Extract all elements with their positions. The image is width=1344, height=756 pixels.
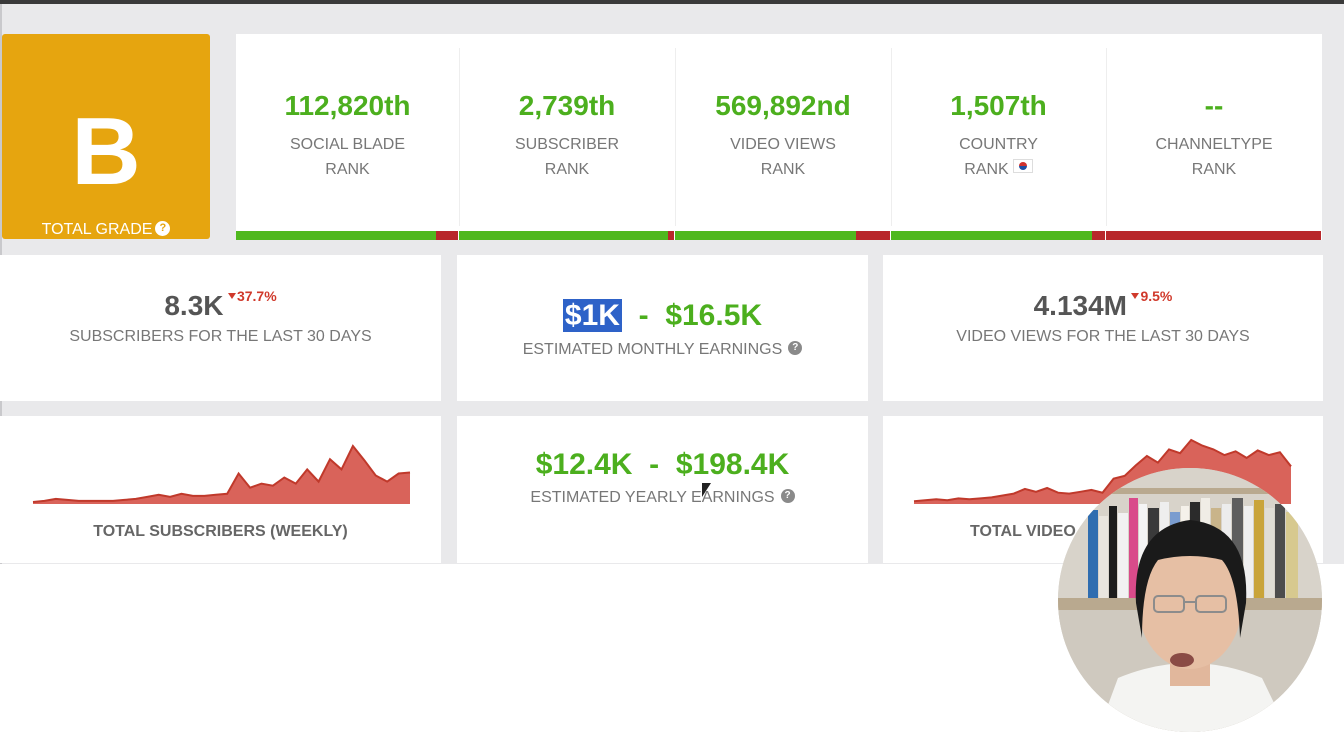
rank-label-line1: COUNTRY xyxy=(959,136,1038,153)
rank-video-views: 569,892nd VIDEO VIEWS RANK xyxy=(675,34,891,240)
views-30d-value: 4.134M xyxy=(1033,290,1128,321)
views-30d-stat: 4.134M 9.5% xyxy=(883,288,1323,322)
sparkline-line xyxy=(913,438,1292,503)
rank-label-line2: RANK xyxy=(325,161,370,178)
yearly-earnings-range[interactable]: $12.4K - $198.4K xyxy=(457,448,868,482)
mouse-cursor-icon xyxy=(702,483,711,497)
sparkline-line xyxy=(32,444,411,503)
rank-label: SOCIAL BLADE RANK xyxy=(236,132,459,182)
rank-label-line1: VIDEO VIEWS xyxy=(730,136,836,153)
grade-label-text: TOTAL GRADE xyxy=(41,221,153,238)
total-grade-card: B TOTAL GRADE? xyxy=(2,34,210,239)
subscribers-chart-title: TOTAL SUBSCRIBERS (WEEKLY) xyxy=(93,523,348,540)
grade-label: TOTAL GRADE? xyxy=(2,221,210,239)
rank-progress-bar xyxy=(236,231,458,240)
rank-social-blade: 112,820th SOCIAL BLADE RANK xyxy=(236,34,459,240)
subscribers-chart-card: TOTAL SUBSCRIBERS (WEEKLY) xyxy=(0,416,441,563)
rank-channeltype: -- CHANNELTYPE RANK xyxy=(1106,34,1322,240)
rank-bar-green xyxy=(459,231,668,240)
rank-value: 2,739th xyxy=(518,90,616,121)
rank-bar-red xyxy=(435,231,458,240)
monthly-earnings-card: $1K - $16.5K ESTIMATED MONTHLY EARNINGS? xyxy=(457,255,868,401)
subscribers-30d-stat: 8.3K 37.7% xyxy=(0,288,441,322)
subscribers-30d-value: 8.3K xyxy=(164,290,224,321)
monthly-earnings-high[interactable]: $16.5K xyxy=(665,299,763,332)
views-30d-change: 9.5% xyxy=(1131,288,1172,304)
triangle-down-icon xyxy=(1131,293,1140,299)
rank-label: COUNTRY RANK xyxy=(891,132,1106,182)
rank-progress-bar xyxy=(1106,231,1321,240)
rank-label-line2: RANK xyxy=(964,161,1009,178)
rank-label: VIDEO VIEWS RANK xyxy=(675,132,891,182)
rank-panel: 112,820th SOCIAL BLADE RANK 2,739th SUBS… xyxy=(236,34,1322,240)
subscribers-30d-change: 37.7% xyxy=(227,288,277,304)
monthly-earnings-range[interactable]: $1K - $16.5K xyxy=(457,299,868,333)
grade-letter: B xyxy=(71,98,141,205)
question-circle-icon[interactable]: ? xyxy=(780,489,795,503)
subscribers-30d-card: 8.3K 37.7% SUBSCRIBERS FOR THE LAST 30 D… xyxy=(0,255,441,401)
rank-label-line2: RANK xyxy=(1191,161,1237,178)
rank-bar-red xyxy=(667,231,674,240)
rank-subscriber: 2,739th SUBSCRIBER RANK xyxy=(459,34,675,240)
rank-label-line2: RANK xyxy=(544,161,590,178)
monthly-earnings-label-text: ESTIMATED MONTHLY EARNINGS xyxy=(522,341,783,358)
south-korea-flag-icon xyxy=(1012,159,1033,173)
yearly-earnings-separator: - xyxy=(649,448,660,481)
subscribers-30d-change-text: 37.7% xyxy=(236,288,277,304)
question-circle-icon[interactable]: ? xyxy=(155,221,171,236)
rank-bar-green xyxy=(675,231,856,240)
views-chart-title: TOTAL VIDEO xyxy=(970,523,1076,540)
rank-value: 112,820th xyxy=(284,90,411,121)
rank-value: 569,892nd xyxy=(715,90,851,121)
rank-label: SUBSCRIBER RANK xyxy=(459,132,675,182)
views-30d-card: 4.134M 9.5% VIDEO VIEWS FOR THE LAST 30 … xyxy=(883,255,1323,401)
webcam-overlay xyxy=(1058,468,1322,732)
rank-label-line1: SOCIAL BLADE xyxy=(289,136,405,153)
views-30d-label: VIDEO VIEWS FOR THE LAST 30 DAYS xyxy=(956,328,1250,345)
question-circle-icon[interactable]: ? xyxy=(788,341,803,355)
yearly-earnings-label-text: ESTIMATED YEARLY EARNINGS xyxy=(530,489,775,506)
webcam-image xyxy=(1058,468,1322,732)
rank-label-line1: SUBSCRIBER xyxy=(514,136,620,153)
rank-label-line1: CHANNELTYPE xyxy=(1155,136,1273,153)
rank-bar-green xyxy=(236,231,436,240)
rank-progress-bar xyxy=(459,231,674,240)
yearly-earnings-low[interactable]: $12.4K xyxy=(535,448,633,481)
yearly-earnings-label: ESTIMATED YEARLY EARNINGS? xyxy=(457,489,868,507)
rank-bar-red xyxy=(1092,231,1105,240)
rank-bar-red xyxy=(855,231,890,240)
triangle-down-icon xyxy=(227,293,236,299)
rank-country: 1,507th COUNTRY RANK xyxy=(891,34,1106,240)
subscribers-sparkline[interactable] xyxy=(0,436,441,536)
rank-progress-bar xyxy=(891,231,1105,240)
rank-label-line2: RANK xyxy=(760,161,806,178)
window-top-bar xyxy=(0,0,1344,4)
monthly-earnings-low[interactable]: $1K xyxy=(562,299,622,332)
sparkline-area xyxy=(33,446,410,504)
rank-bar-red xyxy=(1106,231,1321,240)
monthly-earnings-label: ESTIMATED MONTHLY EARNINGS? xyxy=(457,341,868,359)
rank-progress-bar xyxy=(675,231,890,240)
yearly-earnings-high[interactable]: $198.4K xyxy=(675,448,790,481)
views-30d-change-text: 9.5% xyxy=(1140,288,1173,304)
monthly-earnings-separator: - xyxy=(638,299,649,332)
rank-value: -- xyxy=(1204,90,1224,121)
subscribers-30d-label: SUBSCRIBERS FOR THE LAST 30 DAYS xyxy=(69,328,372,345)
rank-bar-green xyxy=(891,231,1093,240)
rank-value: 1,507th xyxy=(950,90,1047,121)
yearly-earnings-card: $12.4K - $198.4K ESTIMATED YEARLY EARNIN… xyxy=(457,416,868,563)
rank-label: CHANNELTYPE RANK xyxy=(1106,132,1322,182)
